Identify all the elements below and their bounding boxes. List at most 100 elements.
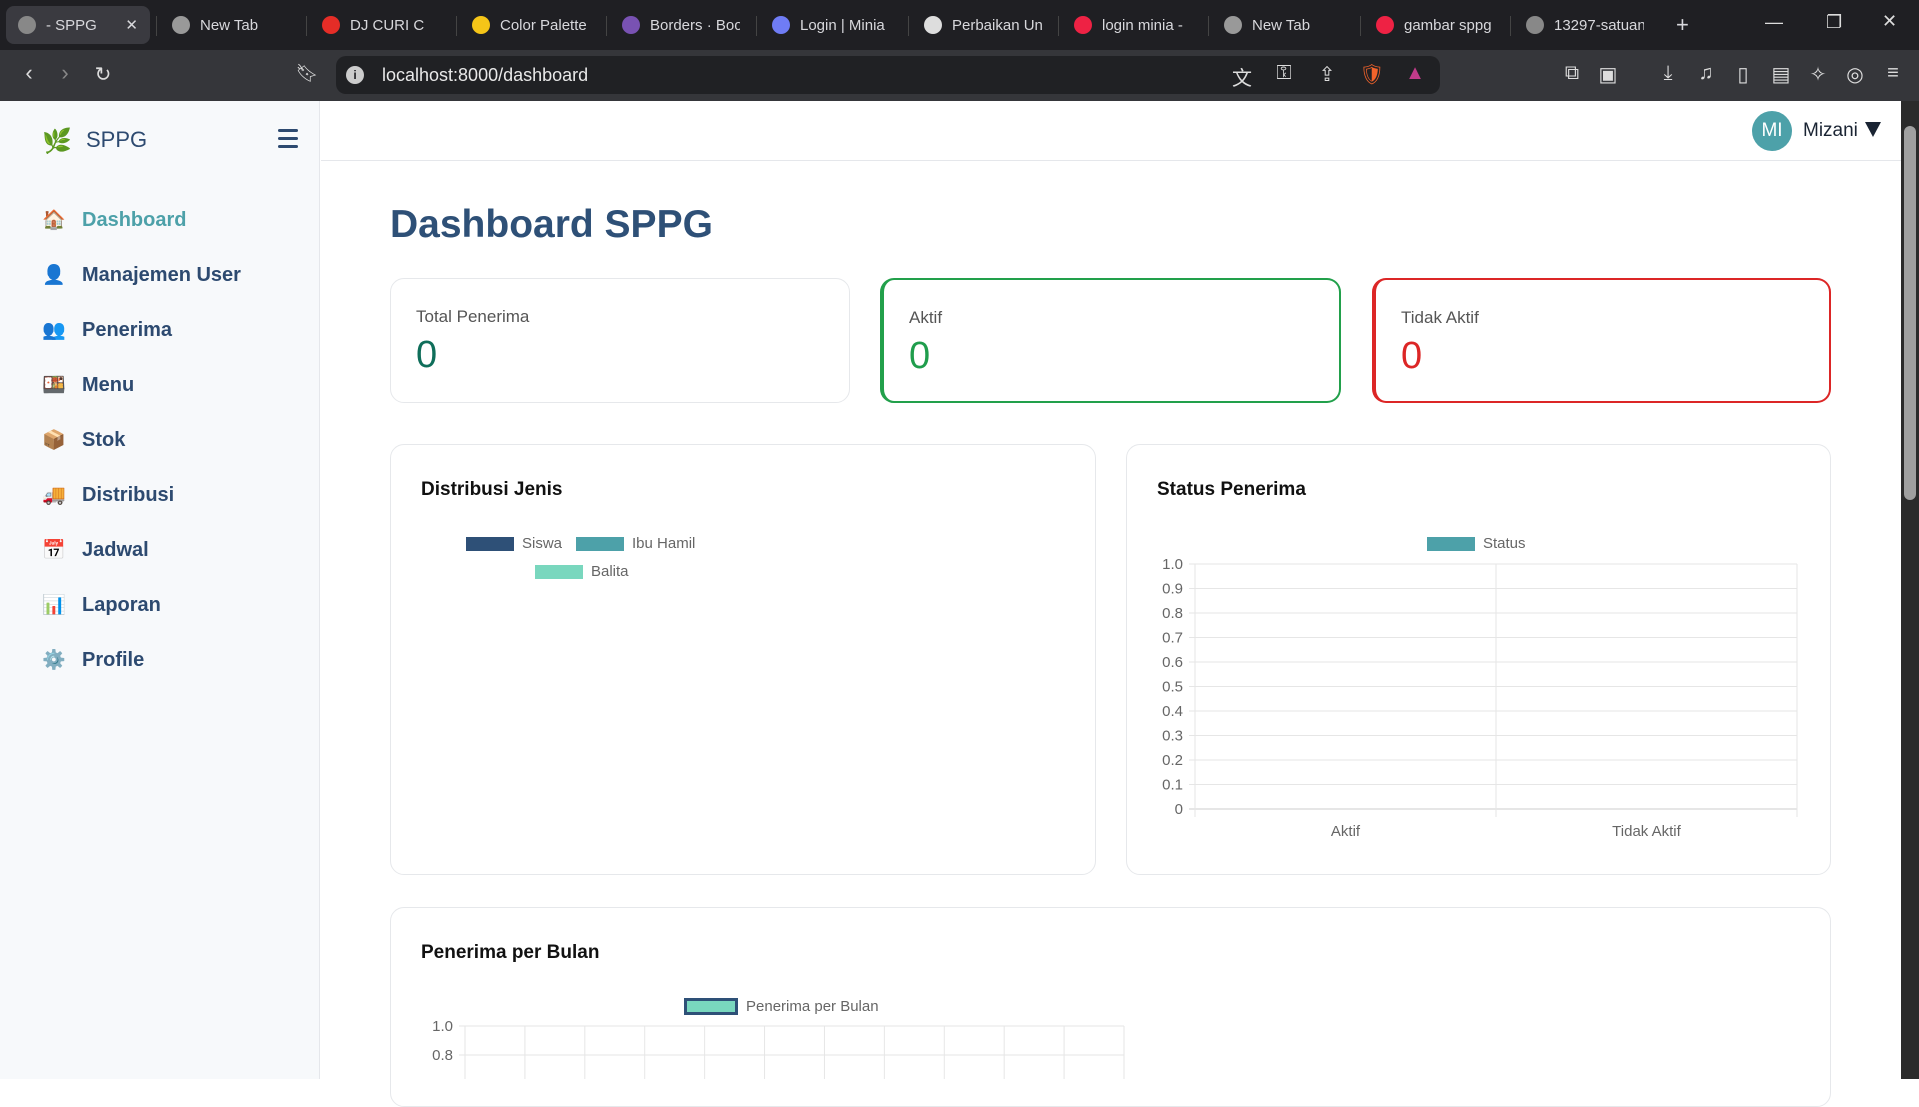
close-window-button[interactable]: ✕ <box>1882 11 1898 31</box>
chart-title: Status Penerima <box>1157 479 1306 500</box>
tab-separator <box>908 16 909 36</box>
browser-tab[interactable]: Perbaikan Un <box>912 6 1042 44</box>
y-tick-label: 0.9 <box>1162 581 1183 598</box>
tab-title: Perbaikan Un <box>952 16 1042 34</box>
browser-tab[interactable]: New Tab <box>160 6 300 44</box>
sidebar-item-dashboard[interactable]: 🏠 Dashboard <box>40 200 310 240</box>
avatar[interactable]: MI <box>1752 111 1792 151</box>
tab-favicon-icon <box>1224 16 1242 34</box>
sidebar-item-label: Profile <box>82 648 145 671</box>
wallet-icon[interactable]: ▤ <box>1771 64 1791 86</box>
translate-icon[interactable]: 文 <box>1232 68 1252 90</box>
sidebar-item-stok[interactable]: 📦 Stok <box>40 420 310 460</box>
sidebar: 🌿 SPPG 🏠 Dashboard 👤 Manajemen User 👥 Penerim… <box>0 101 320 1079</box>
sidebar-item-label: Manajemen User <box>82 263 241 286</box>
browser-tab[interactable]: Borders · Boo <box>610 6 740 44</box>
tab-title: Login | Minia <box>800 16 885 34</box>
tab-title: Color Palette <box>500 16 587 34</box>
leo-ai-icon[interactable]: ✧ <box>1809 64 1827 86</box>
reload-icon[interactable]: ↻ <box>94 64 112 86</box>
extensions-icon[interactable]: ⧉ <box>1564 62 1580 84</box>
nav-icon: 🍱 <box>42 375 66 396</box>
sidebar-item-manajemen-user[interactable]: 👤 Manajemen User <box>40 255 310 295</box>
legend-swatch <box>466 536 514 551</box>
browser-tab[interactable]: Color Palette <box>460 6 590 44</box>
restore-button[interactable]: ❐ <box>1826 12 1843 32</box>
sidebar-item-label: Distribusi <box>82 483 175 506</box>
tab-separator <box>756 16 757 36</box>
y-tick-label: 0.1 <box>1162 777 1183 794</box>
tab-favicon-icon <box>18 16 36 34</box>
chart-title: Penerima per Bulan <box>421 942 600 963</box>
browser-tab[interactable]: 13297-satuan <box>1514 6 1644 44</box>
bookmark-icon[interactable]: 🔖︎ <box>295 63 319 83</box>
tab-favicon-icon <box>772 16 790 34</box>
stat-value: 0 <box>909 335 931 377</box>
menu-icon[interactable]: ≡ <box>1887 62 1899 84</box>
nav-icon: 📅 <box>42 540 66 561</box>
browser-tab[interactable]: login minia - <box>1062 6 1192 44</box>
screenshot-icon[interactable]: ▣ <box>1598 64 1618 86</box>
hamburger-menu-icon[interactable] <box>278 129 298 153</box>
forward-icon[interactable]: › <box>61 60 69 85</box>
scrollbar-thumb[interactable] <box>1904 126 1916 500</box>
stat-card-aktif: Aktif 0 <box>880 278 1341 403</box>
brave-shield-icon[interactable]: 🛡︎ <box>1359 64 1385 86</box>
browser-tab[interactable]: New Tab <box>1212 6 1342 44</box>
browser-tab[interactable]: gambar sppg <box>1364 6 1494 44</box>
x-tick-label: Tidak Aktif <box>1612 823 1681 840</box>
chart-card-status-penerima: Status Penerima <box>1126 444 1831 875</box>
back-icon[interactable]: ‹ <box>25 60 33 85</box>
tab-title: New Tab <box>200 16 259 34</box>
legend-label: Status <box>1483 535 1526 552</box>
tab-separator <box>606 16 607 36</box>
media-icon[interactable]: ♫ <box>1698 62 1714 84</box>
sidebar-item-laporan[interactable]: 📊 Laporan <box>40 585 310 625</box>
sidebar-item-penerima[interactable]: 👥 Penerima <box>40 310 310 350</box>
tab-title: - SPPG <box>46 16 97 34</box>
legend-item-siswa[interactable]: Siswa <box>466 535 562 552</box>
tab-favicon-icon <box>622 16 640 34</box>
new-tab-button[interactable]: + <box>1676 12 1689 37</box>
browser-tab-bar: - SPPG ✕ New Tab DJ CURI C Color Palette Bord… <box>0 0 1919 50</box>
stat-label: Total Penerima <box>416 307 530 326</box>
user-name[interactable]: Mizani <box>1803 120 1858 141</box>
legend-item-status[interactable]: Status <box>1427 535 1526 552</box>
tab-title: gambar sppg <box>1404 16 1492 34</box>
sidebar-item-menu[interactable]: 🍱 Menu <box>40 365 310 405</box>
y-tick-label: 0.8 <box>1162 605 1183 622</box>
legend-label: Penerima per Bulan <box>746 998 879 1015</box>
browser-tab[interactable]: Login | Minia <box>760 6 890 44</box>
share-icon[interactable]: ⇪ <box>1318 64 1336 86</box>
sidebar-item-jadwal[interactable]: 📅 Jadwal <box>40 530 310 570</box>
tab-separator <box>1208 16 1209 36</box>
legend-item-ibu-hamil[interactable]: Ibu Hamil <box>576 535 695 552</box>
brave-rewards-icon[interactable]: ▲ <box>1405 62 1425 84</box>
legend-item-balita[interactable]: Balita <box>535 563 629 580</box>
close-tab-icon[interactable]: ✕ <box>125 17 138 34</box>
key-icon[interactable]: ⚿ <box>1276 62 1292 84</box>
y-tick-label: 0.5 <box>1162 679 1183 696</box>
minimize-button[interactable]: — <box>1765 12 1783 32</box>
y-tick-label: 0.6 <box>1162 654 1183 671</box>
browser-tab[interactable]: - SPPG ✕ <box>6 6 150 44</box>
sidebar-item-label: Stok <box>82 428 126 451</box>
stat-label: Tidak Aktif <box>1401 308 1479 327</box>
sidebar-toggle-icon[interactable]: ▯ <box>1737 64 1749 86</box>
legend-item-penerima-per-bulan[interactable]: Penerima per Bulan <box>684 998 879 1015</box>
y-tick-label: 1.0 <box>432 1018 453 1035</box>
stat-value: 0 <box>1401 335 1423 377</box>
sidebar-item-profile[interactable]: ⚙️ Profile <box>40 640 310 680</box>
browser-tab[interactable]: DJ CURI C <box>310 6 440 44</box>
nav-icon: 📊 <box>42 595 66 616</box>
vpn-icon[interactable]: ◎ <box>1846 64 1864 86</box>
caret-down-icon[interactable] <box>1865 122 1881 137</box>
nav-icon: 📦 <box>42 430 66 451</box>
nav-icon: 🏠 <box>42 210 66 231</box>
site-info-icon[interactable]: i <box>346 66 364 84</box>
url-input[interactable]: localhost:8000/dashboard <box>336 56 1440 94</box>
tab-separator <box>1058 16 1059 36</box>
sidebar-item-distribusi[interactable]: 🚚 Distribusi <box>40 475 310 515</box>
download-icon[interactable]: ⤓ <box>1663 62 1673 84</box>
tab-favicon-icon <box>322 16 340 34</box>
